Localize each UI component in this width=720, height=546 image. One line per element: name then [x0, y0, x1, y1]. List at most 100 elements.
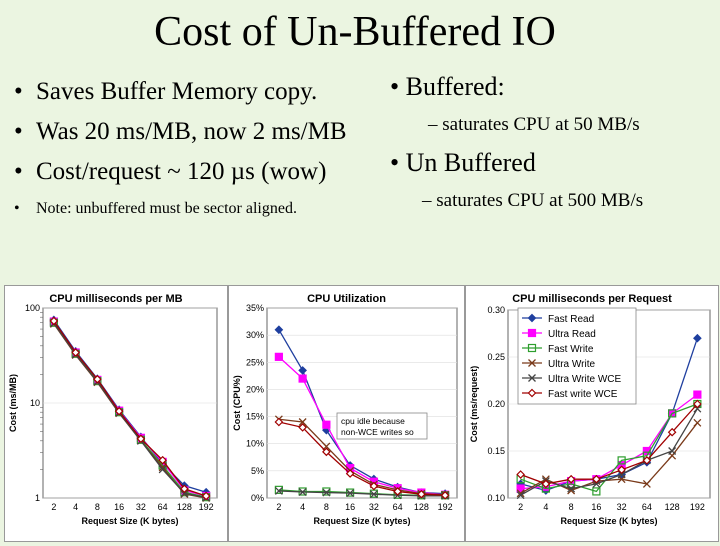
- legend-label: Fast Write: [548, 344, 594, 355]
- data-point: [274, 352, 283, 361]
- data-point: [71, 348, 80, 357]
- ms-per-request-chart: CPU milliseconds per Request 0.10 0.15 0.20…: [469, 293, 711, 526]
- x-tick-label: 16: [345, 502, 355, 512]
- data-point: [345, 469, 355, 478]
- x-tick-label: 192: [438, 502, 453, 512]
- series-line: [53, 320, 207, 497]
- x-tick-label: 128: [414, 502, 429, 512]
- series-line: [520, 403, 698, 485]
- series-line: [520, 403, 698, 493]
- x-tick-label: 4: [73, 502, 78, 512]
- y-tick-label: 100: [25, 303, 40, 313]
- legend-marker: [527, 343, 537, 353]
- data-point: [516, 484, 525, 493]
- y-tick-label: 10%: [246, 439, 264, 449]
- x-tick-label: 128: [177, 502, 192, 512]
- data-point: [158, 465, 167, 474]
- sub-bullet-item: – saturates CPU at 50 MB/s: [428, 114, 640, 136]
- y-tick-label: 20%: [246, 384, 264, 394]
- data-point: [668, 409, 677, 418]
- y-tick-label: 35%: [246, 303, 264, 313]
- cpu-utilization-chart: CPU Utilization 0% 5% 10% 15% 20% 25% 30% 35% 2 4 8…: [232, 293, 458, 526]
- bullet-text: Saves Buffer Memory copy.: [36, 78, 318, 105]
- x-tick-label: 192: [199, 502, 214, 512]
- series-line: [278, 490, 446, 497]
- y-axis-label: Cost (ms/request): [469, 366, 479, 443]
- data-point: [180, 484, 189, 494]
- data-point: [322, 488, 331, 497]
- data-point: [298, 366, 307, 375]
- chart-panel-cpu-utilization: CPU Utilization 0% 5% 10% 15% 20% 25% 30% 35% 2 4 8…: [228, 285, 465, 542]
- data-point: [693, 390, 702, 399]
- legend-box: [517, 307, 637, 405]
- series-line: [278, 421, 446, 496]
- bullet-dot-icon: •: [390, 72, 406, 101]
- data-point: [298, 374, 307, 383]
- x-tick-label: 16: [591, 502, 601, 512]
- chart-title: CPU Utilization: [307, 293, 386, 305]
- data-point: [592, 474, 601, 484]
- data-point: [440, 490, 450, 500]
- data-point: [516, 491, 525, 500]
- x-axis-label: Request Size (K bytes): [313, 516, 410, 526]
- data-point: [642, 456, 652, 465]
- x-tick-label: 8: [324, 502, 329, 512]
- bullet-dot-icon: •: [14, 78, 23, 105]
- data-point: [693, 333, 702, 343]
- x-tick-label: 64: [158, 502, 168, 512]
- y-tick-label: 0%: [251, 493, 264, 503]
- data-point: [158, 455, 167, 465]
- x-tick-label: 16: [114, 502, 124, 512]
- x-tick-label: 32: [617, 502, 627, 512]
- data-point: [180, 489, 189, 498]
- y-tick-label: 0.10: [487, 493, 505, 503]
- data-point: [516, 470, 525, 479]
- x-tick-label: 64: [642, 502, 652, 512]
- sub-bullet-item: – saturates CPU at 500 MB/s: [422, 190, 643, 212]
- data-point: [322, 447, 331, 457]
- legend-marker: [528, 359, 536, 367]
- annotation-box: [336, 412, 428, 440]
- legend-marker: [527, 313, 537, 323]
- data-point: [592, 487, 601, 496]
- chart-panel-ms-per-mb: CPU milliseconds per MB 1 10 100 2 4 8 16 32 64 12…: [4, 285, 228, 542]
- dash-icon: –: [422, 190, 437, 211]
- bullet-text: Was 20 ms/MB, now 2 ms/MB: [36, 118, 347, 145]
- series-line: [520, 422, 698, 494]
- x-tick-label: 4: [543, 502, 548, 512]
- x-tick-label: 32: [136, 502, 146, 512]
- plot-area: [266, 307, 458, 499]
- chart-title: CPU milliseconds per Request: [512, 293, 672, 305]
- sub-bullet-text: saturates CPU at 500 MB/s: [436, 190, 644, 211]
- x-tick-label: 2: [51, 502, 56, 512]
- bullet-item: • Buffered:: [390, 72, 505, 102]
- data-point: [274, 325, 284, 335]
- y-tick-label: 25%: [246, 357, 264, 367]
- x-tick-label: 64: [393, 502, 403, 512]
- slide-title: Cost of Un-Buffered IO: [154, 9, 556, 55]
- data-point: [93, 374, 102, 384]
- y-tick-label: 0.25: [487, 352, 505, 362]
- x-tick-label: 8: [569, 502, 574, 512]
- data-point: [567, 484, 576, 493]
- data-point: [49, 316, 59, 326]
- bullet-dot-icon: •: [390, 148, 406, 177]
- series-line: [278, 418, 446, 496]
- legend-label: Ultra Read: [548, 329, 596, 340]
- x-axis-label: Request Size (K bytes): [81, 516, 178, 526]
- bullet-dot-icon: •: [14, 200, 20, 217]
- bullet-text: Cost/request ~ 120 µs (wow): [36, 158, 327, 185]
- bullet-item: • Was 20 ms/MB, now 2 ms/MB: [14, 118, 347, 146]
- legend-marker: [528, 374, 536, 382]
- data-point: [298, 423, 307, 432]
- y-axis-label: Cost (ms/MB): [8, 374, 18, 432]
- data-point: [617, 470, 626, 479]
- data-point: [693, 418, 702, 427]
- y-tick-label: 0.15: [487, 446, 505, 456]
- data-point: [274, 417, 284, 427]
- data-point: [274, 486, 283, 495]
- data-point: [592, 479, 601, 488]
- x-tick-label: 8: [95, 502, 100, 512]
- x-tick-label: 192: [690, 502, 705, 512]
- bullet-item: • Cost/request ~ 120 µs (wow): [14, 158, 326, 186]
